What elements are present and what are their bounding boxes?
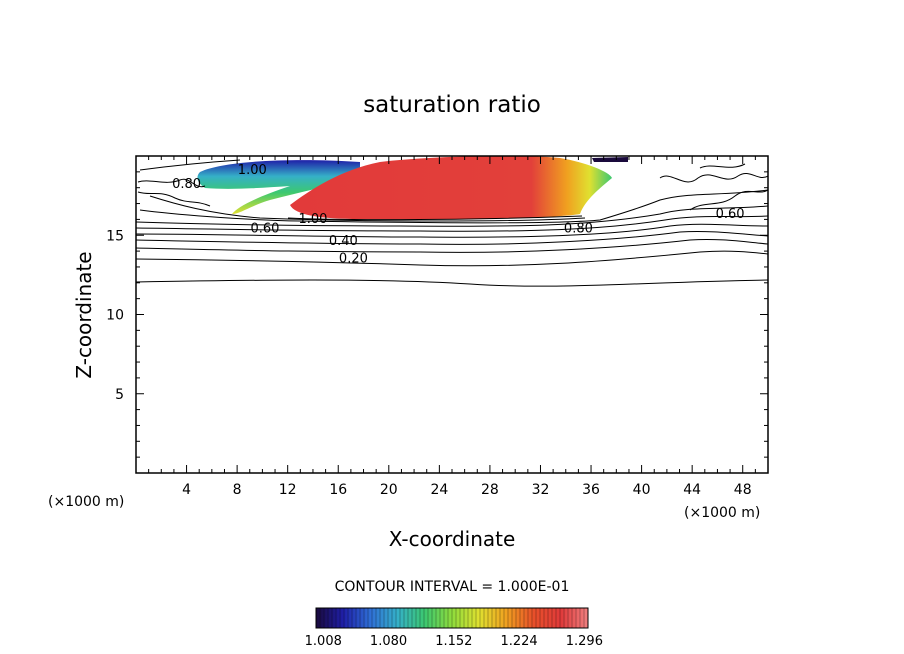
- contour-label: 1.00: [298, 212, 327, 227]
- contour-line-1.00: [139, 159, 583, 221]
- contour-line-0.50: [136, 223, 768, 238]
- x-tick-label: 48: [734, 482, 752, 498]
- contour-label: 0.60: [250, 221, 279, 236]
- contour-line-0.90: [149, 195, 586, 222]
- plot-content: [136, 156, 768, 287]
- y-axis-ticks: 5 10 15: [106, 171, 768, 458]
- colorbar-tick-label: 1.008: [305, 634, 342, 649]
- y-tick-label: 15: [106, 228, 124, 244]
- colorbar-tick-label: 1.296: [566, 634, 603, 649]
- contour-line-noise-right: [659, 163, 768, 211]
- contour-label: 0.80: [172, 177, 201, 192]
- contour-lines: [136, 159, 768, 287]
- contour-line-0.70: [136, 205, 768, 227]
- contour-label: 0.80: [564, 221, 593, 236]
- colorbar-ticks: 1.008 1.080 1.152 1.224 1.296: [305, 634, 603, 649]
- contour-line-0.10: [136, 279, 768, 287]
- contour-line-0.30: [136, 238, 768, 253]
- contour-line-0.40: [136, 230, 768, 245]
- contour-line-noise-left: [137, 178, 211, 207]
- x-tick-label: 8: [233, 482, 242, 498]
- x-tick-label: 12: [279, 482, 297, 498]
- x-tick-label: 36: [582, 482, 600, 498]
- colorbar-stripes: [319, 608, 585, 628]
- contour-label: 0.40: [329, 234, 358, 249]
- x-tick-label: 40: [633, 482, 651, 498]
- x-tick-label: 16: [329, 482, 347, 498]
- shaded-region-top-right-patch: [592, 157, 628, 162]
- colorbar-tick-label: 1.080: [370, 634, 407, 649]
- x-tick-label: 32: [532, 482, 550, 498]
- contour-label: 0.60: [716, 207, 745, 222]
- colorbar-tick-label: 1.152: [435, 634, 472, 649]
- contour-line-0.60: [136, 215, 768, 232]
- contour-label: 0.20: [339, 252, 368, 267]
- x-unit-label: (×1000 m): [684, 505, 760, 521]
- contour-line-0.80: [139, 189, 768, 224]
- chart-title: saturation ratio: [363, 92, 541, 118]
- y-tick-label: 10: [106, 308, 124, 324]
- x-tick-label: 24: [430, 482, 448, 498]
- x-axis-ticks: 4 8 12 16 20 24 28 32 36 40 44 48: [148, 156, 756, 498]
- contour-interval-text: CONTOUR INTERVAL = 1.000E-01: [335, 579, 570, 595]
- colorbar-tick-label: 1.224: [500, 634, 537, 649]
- contour-line-0.20: [136, 250, 768, 267]
- x-tick-label: 28: [481, 482, 499, 498]
- y-axis-label: Z-coordinate: [72, 251, 96, 378]
- x-axis-label: X-coordinate: [389, 527, 516, 551]
- x-tick-label: 4: [182, 482, 191, 498]
- contour-label: 1.00: [238, 163, 267, 178]
- y-tick-label: 5: [115, 387, 124, 403]
- x-tick-label: 20: [380, 482, 398, 498]
- contour-labels: 1.00 0.80 1.00 0.60 0.40 0.20 0.80 0.60: [172, 163, 745, 267]
- shaded-region-supersaturated-core: [290, 156, 612, 220]
- x-tick-label: 44: [683, 482, 701, 498]
- shaded-region-upper-left-band: [197, 160, 360, 214]
- z-unit-label: (×1000 m): [48, 494, 124, 510]
